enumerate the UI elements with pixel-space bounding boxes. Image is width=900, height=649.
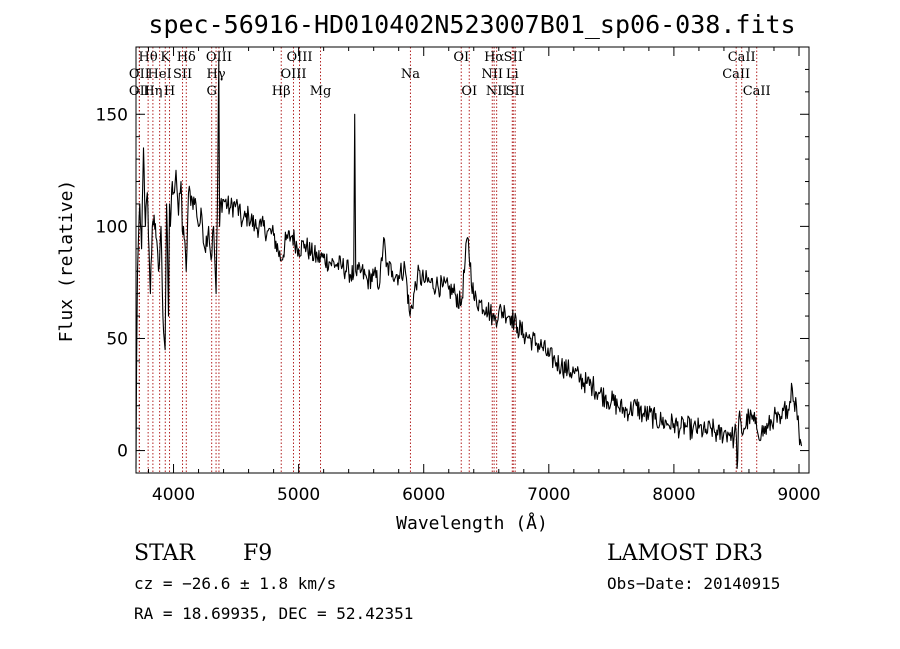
spectral-line-label: NII bbox=[486, 84, 508, 99]
spectral-line-label: OIII bbox=[206, 50, 232, 65]
spectral-line-label: NII bbox=[481, 67, 503, 82]
spectral-line-label: Li bbox=[506, 67, 519, 82]
object-class: STAR bbox=[134, 541, 196, 566]
x-axis-label: Wavelength (Å) bbox=[396, 512, 548, 534]
y-tick-label: 50 bbox=[106, 329, 128, 349]
spectral-line-label: HeI bbox=[148, 67, 172, 82]
x-tick-label: 4000 bbox=[152, 485, 195, 505]
y-tick-label: 100 bbox=[96, 217, 128, 237]
spectral-line-label: Hη bbox=[143, 84, 162, 99]
x-tick-label: 5000 bbox=[277, 485, 320, 505]
y-axis-label: Flux (relative) bbox=[56, 180, 77, 343]
spectral-line-label: G bbox=[206, 84, 216, 99]
axis-tick-labels: 4000 5000 6000 7000 8000 9000 0 50 100 150 bbox=[96, 105, 821, 505]
spectral-line-label: SII bbox=[504, 50, 523, 65]
observation-date: Obs−Date: 20140915 bbox=[607, 574, 780, 593]
spectral-line-label: Hβ bbox=[272, 84, 291, 99]
spectral-line-label: SII bbox=[173, 67, 192, 82]
redshift-velocity: cz = −26.6 ± 1.8 km/s bbox=[134, 574, 336, 593]
spectral-line-label: Hγ bbox=[207, 67, 226, 82]
spectral-line-label: OIII bbox=[286, 50, 312, 65]
y-tick-label: 150 bbox=[96, 105, 128, 125]
x-tick-label: 6000 bbox=[402, 485, 445, 505]
spectral-line-label: CaII bbox=[722, 67, 750, 82]
y-tick-label: 0 bbox=[117, 442, 128, 462]
spectral-line-label: Mg bbox=[310, 84, 332, 99]
chart-title: spec-56916-HD010402N523007B01_sp06-038.f… bbox=[148, 10, 795, 39]
sky-coordinates: RA = 18.69935, DEC = 52.42351 bbox=[134, 604, 413, 623]
survey-name: LAMOST DR3 bbox=[607, 541, 763, 566]
x-tick-label: 8000 bbox=[652, 485, 695, 505]
spectral-line-label: SII bbox=[506, 84, 525, 99]
spectral-line-markers bbox=[138, 47, 758, 473]
spectral-line-label: CaII bbox=[743, 84, 771, 99]
spectral-line-label: CaII bbox=[728, 50, 756, 65]
spectral-line-label: Hα bbox=[484, 50, 504, 65]
spectral-line-label: Na bbox=[401, 67, 420, 82]
spectral-line-label: Hθ bbox=[139, 50, 158, 65]
spectral-line-label: OII bbox=[129, 84, 150, 99]
spectral-line-label: OII bbox=[129, 67, 150, 82]
spectral-line-label: OI bbox=[453, 50, 469, 65]
spectral-line-label: H bbox=[164, 84, 175, 99]
spectral-line-label: K bbox=[160, 50, 170, 65]
spectral-line-label: OI bbox=[461, 84, 477, 99]
axis-ticks bbox=[136, 46, 809, 474]
spectral-line-label: OIII bbox=[280, 67, 306, 82]
spectrum-line bbox=[135, 57, 803, 470]
spectral-line-label: Hδ bbox=[177, 50, 196, 65]
x-tick-label: 9000 bbox=[777, 485, 820, 505]
x-tick-label: 7000 bbox=[527, 485, 570, 505]
spectrum-series bbox=[135, 57, 803, 470]
spectral-subclass: F9 bbox=[243, 541, 272, 566]
plot-frame bbox=[135, 46, 810, 474]
